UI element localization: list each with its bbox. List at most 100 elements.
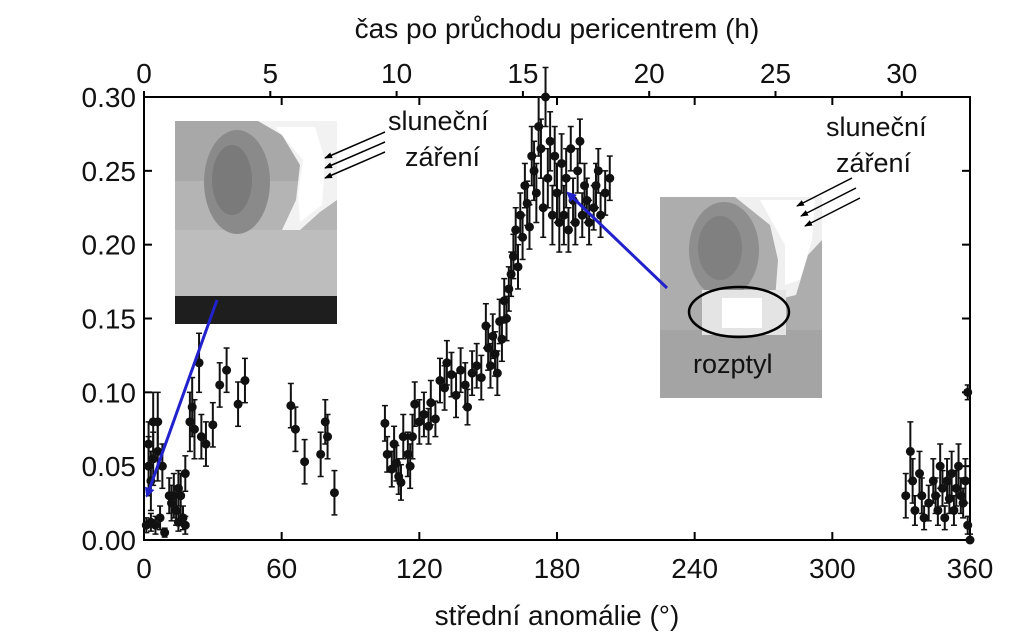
data-point [917,477,927,515]
data-point [518,214,528,261]
data-point [543,147,553,209]
data-point [160,527,170,538]
data-point [215,362,225,408]
data-point [396,463,406,501]
data-point [547,184,557,246]
data-point [566,125,576,172]
data-point [502,295,512,342]
data-point [323,413,333,460]
left-sunlight-arrows [324,131,386,179]
x-tick-label: 60 [266,553,297,584]
data-point [300,438,310,485]
data-point [600,170,610,216]
x-tick-label: 0 [136,553,152,584]
x2-tick-label: 30 [886,58,917,89]
data-point [419,391,429,438]
data-point [460,362,470,408]
data-point [180,515,190,535]
y-tick-label: 0.25 [82,156,137,187]
left-inset-image [175,121,337,324]
data-point [965,533,975,545]
data-point [196,413,206,460]
data-point [536,118,546,179]
data-point [426,379,436,426]
right-inset-arrow [566,191,669,290]
data-point [960,458,970,504]
left-annotation-line2: záření [405,142,481,172]
data-point [180,455,190,493]
y-tick-label: 0.15 [82,304,137,335]
x-axis-title: střední anomálie (°) [435,600,680,631]
data-point [605,155,615,202]
scatter-annotation: rozptyl [693,349,773,379]
x-tick-label: 180 [534,553,581,584]
data-point [554,192,564,253]
right-annotation-line1: sluneční [826,112,927,142]
data-point [398,413,408,460]
data-point [440,365,450,411]
data-point [563,207,573,253]
data-point [559,184,569,246]
data-point [208,401,218,448]
data-point [472,342,482,389]
data-point [541,66,551,128]
data-point [584,199,594,246]
left-annotation-line1: sluneční [388,106,489,136]
top-axis-title: čas po průchodu pericentrem (h) [355,13,760,44]
data-point [476,354,486,401]
scatter-ellipse [687,285,791,339]
data-point [545,111,555,172]
data-point [153,391,163,453]
data-point [316,431,326,478]
data-point [901,472,911,519]
data-point [538,177,548,239]
data-point [290,406,300,453]
data-point [451,372,461,419]
data-point [435,357,445,404]
data-point [410,381,420,428]
right-inset-image [660,197,822,398]
data-point [463,388,473,426]
data-point [189,398,199,460]
left-inset-arrow [144,299,219,498]
data-point [497,316,507,363]
data-point [492,350,502,397]
data-point [531,162,541,224]
y-tick-label: 0.05 [82,451,137,482]
data-point [201,421,211,467]
data-point [430,400,440,438]
x2-tick-label: 25 [760,58,791,89]
data-point [524,204,534,250]
y-tick-label: 0.10 [82,377,137,408]
data-point [513,243,523,290]
data-point [557,133,567,194]
data-point [405,443,415,490]
x-tick-label: 360 [947,553,994,584]
data-point [442,339,452,386]
x2-tick-label: 10 [381,58,412,89]
data-point [577,192,587,239]
x2-tick-label: 15 [507,58,538,89]
right-sunlight-arrows [796,177,861,227]
right-annotation-line2: záření [836,148,912,178]
data-point [924,484,934,522]
y-tick-label: 0.00 [82,525,137,556]
data-point [456,347,466,394]
data-point [467,350,477,397]
data-point [407,413,417,460]
data-point [286,382,296,429]
data-point [233,381,243,428]
x2-tick-label: 5 [263,58,279,89]
x2-tick-label: 0 [136,58,152,89]
y-tick-label: 0.30 [82,82,137,113]
data-point [508,233,518,280]
data-point [240,357,250,404]
data-point [222,347,232,394]
x-tick-label: 300 [809,553,856,584]
data-point [963,384,973,401]
x-tick-label: 120 [396,553,443,584]
data-point [329,469,339,516]
x2-tick-label: 20 [634,58,665,89]
data-point [173,512,183,532]
